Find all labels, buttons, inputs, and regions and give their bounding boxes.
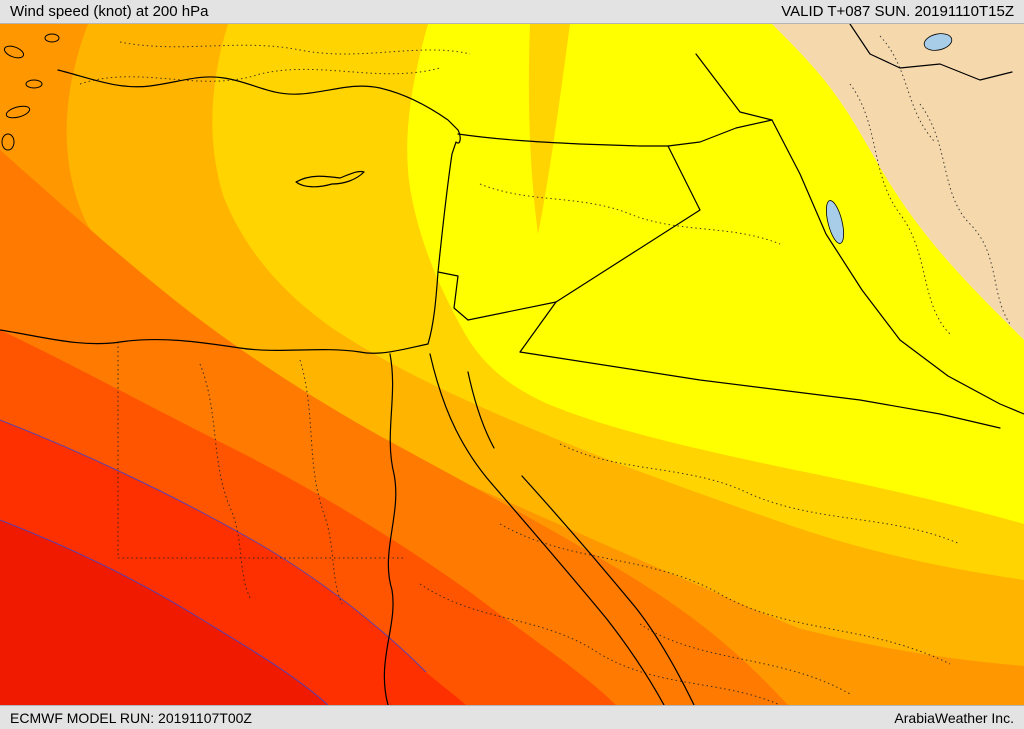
admin-border-south-1: [419, 583, 781, 705]
admin-border-iran-2: [919, 103, 1011, 325]
border-turkey-iran-iraq: [695, 53, 1024, 415]
island-aegean-4: [44, 33, 60, 43]
band-deep-red: [0, 520, 328, 705]
coastline-gulf-of-aqaba: [467, 371, 495, 449]
header-bar: Wind speed (knot) at 200 hPa VALID T+087…: [0, 0, 1024, 24]
footer-bar: ECMWF MODEL RUN: 20191107T00Z ArabiaWeat…: [0, 705, 1024, 729]
island-aegean-1: [3, 45, 25, 59]
contour-line-red-band: [0, 419, 427, 673]
coastline-red-sea-east: [521, 475, 695, 705]
border-iraq-saudi: [519, 351, 1001, 429]
admin-border-syria-iraq: [479, 183, 781, 245]
river-nile: [383, 353, 397, 705]
island-aegean-5: [1, 133, 15, 151]
admin-border-iran-1: [849, 83, 951, 335]
admin-border-egypt-1: [199, 363, 251, 599]
band-gold-tongue: [528, 24, 570, 234]
model-run-label: ECMWF MODEL RUN: 20191107T00Z: [10, 709, 252, 726]
wind-speed-contour-map: [0, 24, 1024, 705]
admin-border-turkey-1: [79, 67, 441, 85]
coastline-red-sea-west: [491, 483, 665, 705]
island-aegean-3: [5, 105, 31, 119]
map-title: Wind speed (knot) at 200 hPa: [10, 2, 209, 20]
admin-border-turkey-2: [119, 41, 471, 55]
admin-border-saudi-2: [499, 523, 951, 665]
lake-northeast: [923, 33, 953, 51]
border-turkey-syria: [457, 119, 773, 147]
map-canvas: [0, 24, 1024, 705]
border-israel-jordan: [437, 271, 469, 321]
band-beige-northeast: [772, 24, 1024, 340]
coastline-mediterranean: [0, 69, 461, 354]
coastline-gulf-of-suez: [429, 353, 493, 485]
island-cyprus: [295, 170, 365, 188]
border-caucasus: [849, 24, 1013, 81]
border-syria-iraq: [555, 145, 701, 303]
contour-line-deep-red-band: [0, 519, 329, 705]
admin-border-iran-3: [879, 35, 936, 143]
lake-urmia: [825, 200, 845, 244]
credit-label: ArabiaWeather Inc.: [894, 709, 1014, 726]
island-aegean-2: [25, 79, 43, 89]
valid-time-label: VALID T+087 SUN. 20191110T15Z: [781, 2, 1014, 20]
